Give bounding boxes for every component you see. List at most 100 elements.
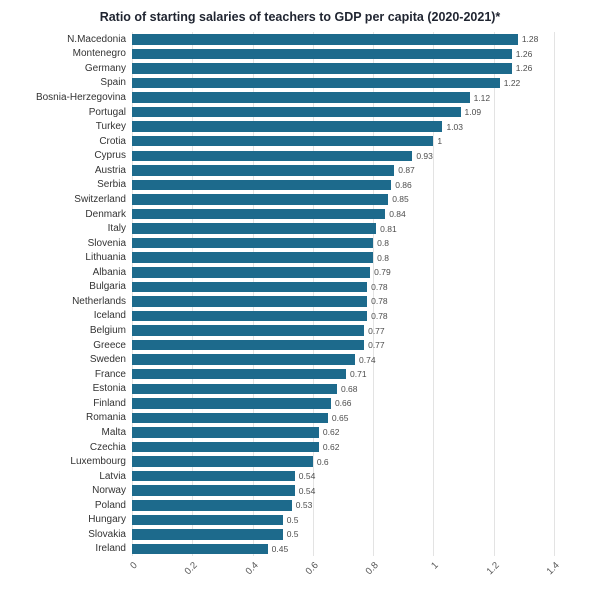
bar-row: 0.62	[132, 425, 554, 440]
plot-area: 1.28 1.26 1.26 1.22 1.12 1.09 1.03 1 0.93 0.87 0.8…	[132, 32, 555, 556]
bar	[132, 456, 313, 467]
bar-row: 0.66	[132, 396, 554, 411]
x-axis: 0 0.2 0.4 0.6 0.8 1 1.2 1.4	[128, 556, 562, 596]
bar-chart: N.Macedonia Montenegro Germany Spain Bosnia-…	[0, 32, 600, 556]
bar	[132, 135, 434, 147]
category-label: Portugal	[88, 106, 126, 118]
bar-row: 0.77	[132, 323, 554, 338]
bar	[132, 77, 500, 89]
category-label: Switzerland	[74, 193, 126, 205]
x-tick-label: 1	[429, 560, 442, 572]
x-tick-label: 0.8	[363, 560, 381, 578]
bar-row: 0.81	[132, 221, 554, 236]
value-label: 0.54	[298, 471, 316, 482]
x-tick-label: 1.2	[484, 560, 502, 578]
category-label: Bosnia-Herzegovina	[35, 92, 126, 104]
bar	[132, 63, 512, 74]
category-label: Turkey	[95, 121, 126, 133]
category-label: Poland	[94, 499, 126, 511]
value-label: 0.6	[316, 456, 329, 467]
category-label: Estonia	[92, 383, 126, 395]
value-label: 1.26	[515, 63, 533, 74]
value-label: 0.65	[331, 412, 349, 423]
bar-row: 0.8	[132, 250, 554, 265]
chart-title: Ratio of starting salaries of teachers t…	[99, 10, 501, 24]
value-label: 0.78	[371, 310, 388, 321]
bar-row: 0.5	[132, 513, 554, 528]
gridline	[132, 32, 133, 556]
category-label: N.Macedonia	[67, 33, 126, 45]
bar	[132, 383, 337, 395]
category-label: Malta	[101, 426, 126, 438]
x-tick-label: 0.2	[182, 560, 201, 578]
value-label: 1.26	[515, 48, 533, 59]
bar	[132, 34, 518, 45]
bar-row: 0.53	[132, 498, 554, 513]
category-label: Romania	[85, 412, 126, 424]
bar-row: 0.78	[132, 280, 554, 295]
bar-row: 0.77	[132, 338, 554, 353]
value-label: 0.77	[368, 325, 385, 336]
bar	[132, 354, 356, 365]
bar	[132, 310, 368, 322]
value-label: 1.28	[521, 34, 539, 45]
bar-row: 0.78	[132, 309, 554, 324]
category-label: Italy	[107, 223, 126, 235]
value-label: 0.53	[295, 500, 313, 511]
bar-row: 0.54	[132, 483, 554, 498]
value-label: 0.86	[395, 179, 412, 190]
bar-row: 0.93	[132, 149, 554, 164]
value-label: 0.5	[286, 514, 299, 525]
bar	[132, 165, 395, 176]
bar-row: 0.71	[132, 367, 554, 382]
category-label: Iceland	[93, 310, 126, 322]
category-label: Latvia	[99, 470, 126, 482]
bar-row: 0.78	[132, 294, 554, 309]
category-label: Lithuania	[85, 252, 126, 264]
value-label: 0.78	[371, 296, 388, 307]
bar-row: 1.12	[132, 90, 554, 105]
category-axis: N.Macedonia Montenegro Germany Spain Bosnia-…	[0, 32, 132, 556]
bar	[132, 267, 371, 278]
value-label: 0.45	[271, 543, 289, 554]
value-label: 0.85	[392, 194, 409, 205]
value-label: 0.5	[286, 529, 299, 540]
bar	[132, 223, 377, 234]
bar-row: 0.65	[132, 411, 554, 426]
bar	[132, 500, 292, 511]
bar	[132, 121, 443, 132]
category-label: Finland	[93, 397, 126, 409]
value-label: 0.8	[377, 252, 389, 263]
bar	[132, 252, 374, 263]
bar-row: 1.26	[132, 61, 554, 76]
bar-row: 1.26	[132, 47, 554, 62]
gridline	[252, 32, 254, 556]
bar	[132, 208, 386, 220]
value-label: 1.12	[473, 92, 491, 103]
category-label: Netherlands	[72, 295, 126, 307]
value-label: 1.09	[464, 107, 482, 118]
bar-row: 0.86	[132, 178, 554, 193]
bar	[132, 514, 283, 526]
bar-row: 0.6	[132, 454, 554, 469]
value-label: 0.71	[350, 369, 367, 380]
bar-row: 0.79	[132, 265, 554, 280]
bar-row: 0.8	[132, 236, 554, 251]
gridline	[433, 32, 435, 556]
bar-row: 1.28	[132, 32, 554, 47]
bar	[132, 179, 392, 191]
category-label: Ireland	[95, 543, 126, 555]
value-label: 0.79	[374, 267, 391, 278]
category-label: Germany	[84, 62, 126, 74]
category-label: Greece	[93, 339, 126, 351]
category-label: Montenegro	[72, 48, 126, 60]
bar-row: 0.54	[132, 469, 554, 484]
bar	[132, 427, 319, 438]
bar	[132, 529, 283, 540]
bar-row: 0.5	[132, 527, 554, 542]
value-label: 0.74	[359, 354, 376, 365]
x-tick-label: 1.4	[544, 560, 562, 578]
bar	[132, 296, 368, 307]
x-tick-label: 0.4	[243, 560, 261, 578]
bar	[132, 92, 470, 103]
